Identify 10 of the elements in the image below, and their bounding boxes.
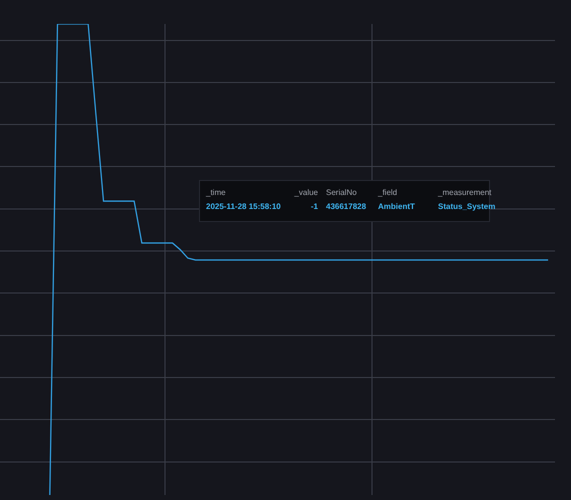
annotation: _time	[206, 188, 226, 197]
annotation: _measurement	[438, 188, 492, 197]
annotation: AmbientT	[378, 202, 415, 211]
annotation: 2025-11-28 15:58:10	[206, 202, 281, 211]
annotation: _field	[378, 188, 398, 197]
annotation: -1	[310, 202, 318, 211]
annotation: 436617828	[326, 202, 366, 211]
annotation: SerialNo	[326, 188, 357, 197]
annotation: _value	[294, 188, 318, 197]
annotation: Status_System	[438, 202, 496, 211]
